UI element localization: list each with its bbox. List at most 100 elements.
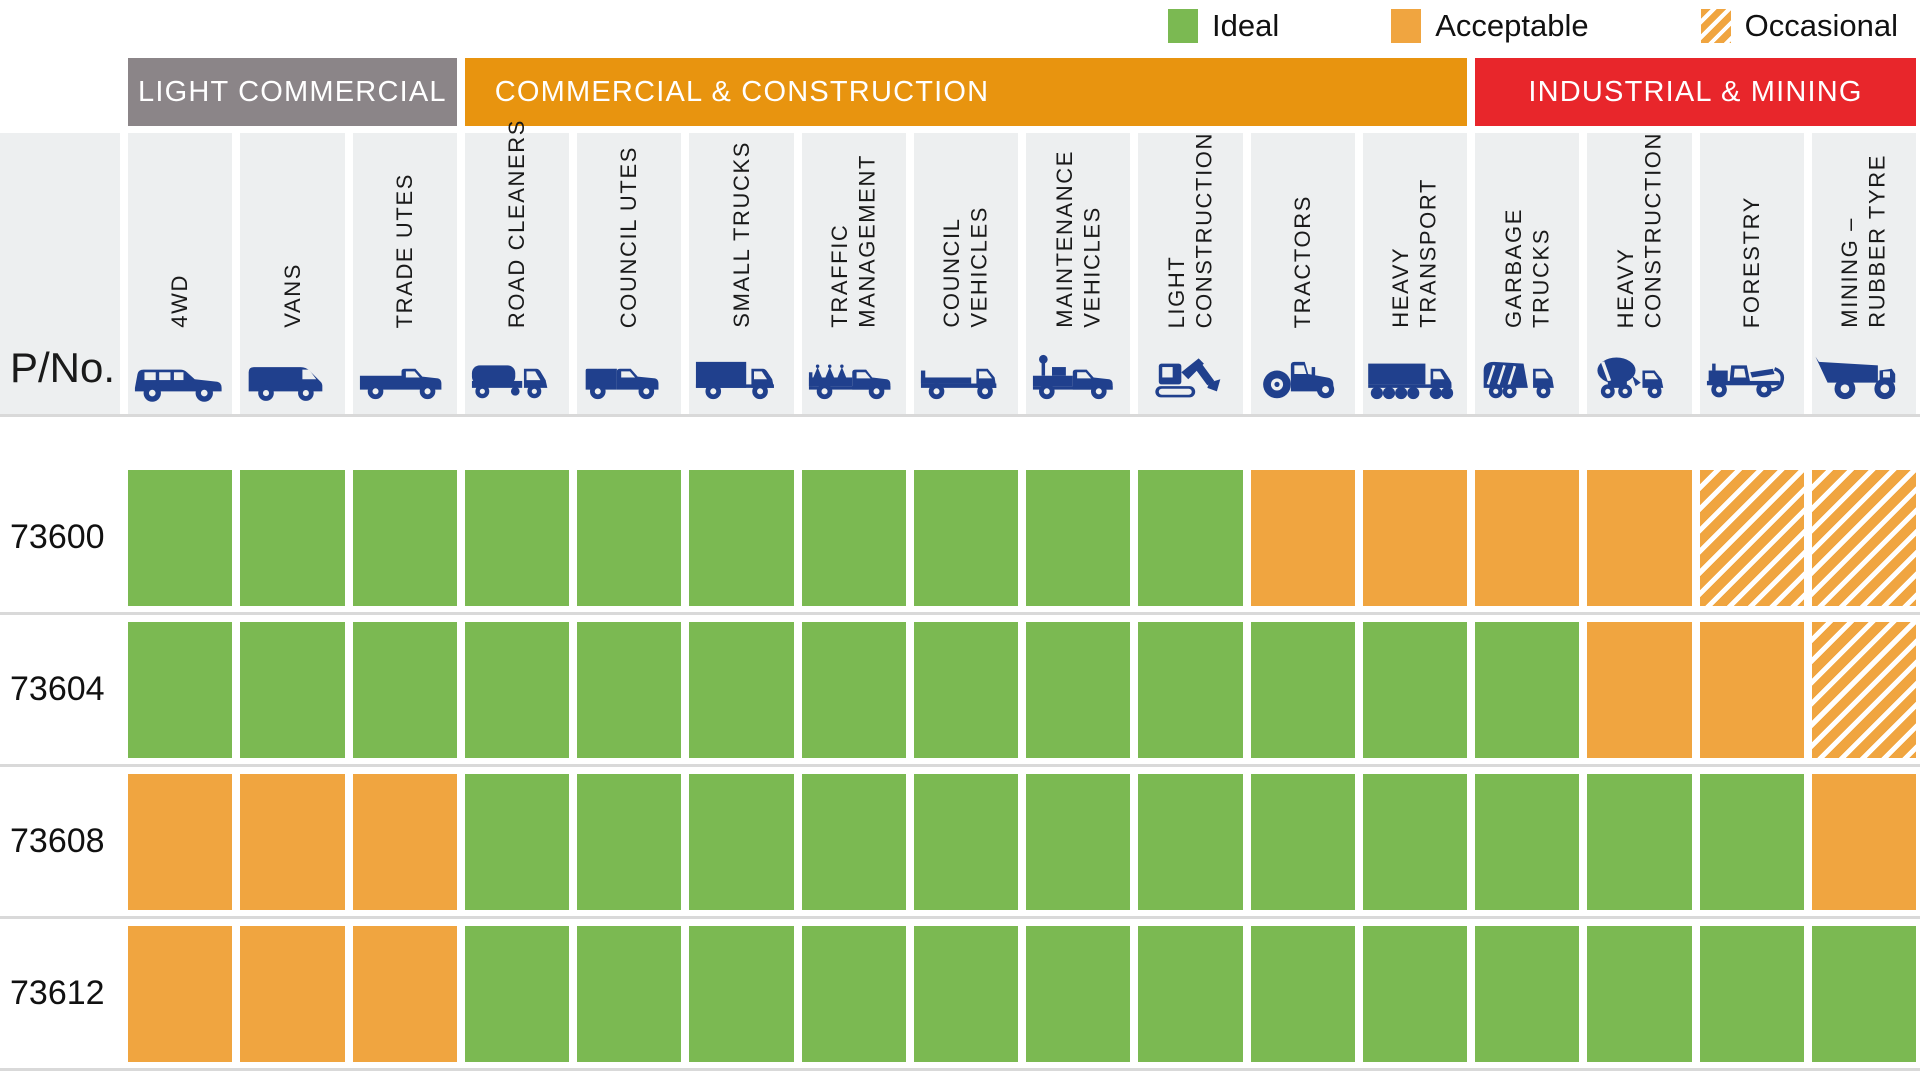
- part-number: 73600: [10, 518, 105, 556]
- column-label: TRADE UTES: [391, 173, 419, 328]
- cell-73608-16: [1811, 773, 1916, 910]
- cell-73612-16: [1811, 925, 1916, 1062]
- legend-label-acceptable: Acceptable: [1435, 8, 1589, 43]
- cell-73604-14: [1587, 621, 1692, 758]
- column-label-line: GARBAGE: [1500, 207, 1526, 328]
- cell-73604-5: [577, 621, 682, 758]
- light-construction-icon: [1138, 338, 1242, 410]
- cell-73600-10: [1138, 469, 1243, 606]
- column-label-line: HEAVY: [1612, 247, 1638, 328]
- cell-73604-2: [240, 621, 345, 758]
- column-label-line: COUNCIL UTES: [616, 145, 642, 328]
- column-label-line: FORESTRY: [1738, 195, 1764, 328]
- part-number: 73604: [10, 670, 105, 708]
- cell-73612-14: [1587, 925, 1692, 1062]
- column-label-line: TRACTORS: [1289, 194, 1315, 328]
- cell-73608-3: [352, 773, 457, 910]
- column-label: LIGHT CONSTRUCTION: [1163, 132, 1218, 328]
- column-label: ROAD CLEANERS: [503, 119, 531, 328]
- forestry-icon: [1700, 338, 1804, 410]
- cell-73612-8: [913, 925, 1018, 1062]
- cell-73600-5: [577, 469, 682, 606]
- cell-73600-3: [352, 469, 457, 606]
- cell-73608-7: [801, 773, 906, 910]
- trade-ute-icon: [353, 338, 457, 410]
- cell-73604-1: [128, 621, 233, 758]
- acceptable-swatch-icon: [1391, 9, 1422, 43]
- cell-73608-11: [1250, 773, 1355, 910]
- column-label-line: VEHICLES: [966, 206, 992, 328]
- cell-73604-8: [913, 621, 1018, 758]
- cell-73612-6: [689, 925, 794, 1062]
- column-header-council-ute: COUNCIL UTES: [577, 133, 682, 414]
- road-cleaner-icon: [465, 338, 569, 410]
- cell-73600-13: [1475, 469, 1580, 606]
- cell-73612-7: [801, 925, 906, 1062]
- column-label-line: CONSTRUCTION: [1191, 131, 1217, 328]
- column-header-traffic-management: TRAFFIC MANAGEMENT: [801, 133, 906, 414]
- column-header-small-truck: SMALL TRUCKS: [689, 133, 794, 414]
- cell-73608-13: [1475, 773, 1580, 910]
- cell-73600-7: [801, 469, 906, 606]
- column-label-line: TRADE UTES: [391, 172, 417, 328]
- column-label-line: HEAVY: [1388, 247, 1414, 328]
- column-label-line: TRUCKS: [1528, 227, 1554, 328]
- cell-73612-2: [240, 925, 345, 1062]
- cell-73612-1: [128, 925, 233, 1062]
- part-number-header: P/No.: [0, 133, 120, 414]
- category-band: LIGHT COMMERCIAL COMMERCIAL & CONSTRUCTI…: [0, 58, 1920, 126]
- cell-73604-4: [464, 621, 569, 758]
- small-truck-icon: [689, 338, 793, 410]
- column-label-line: VANS: [279, 263, 305, 328]
- column-header-maintenance-vehicle: MAINTENANCE VEHICLES: [1026, 133, 1131, 414]
- column-header-heavy-construction: HEAVY CONSTRUCTION: [1587, 131, 1692, 414]
- column-header-van: VANS: [240, 133, 345, 414]
- cell-73600-11: [1250, 469, 1355, 606]
- cell-73612-10: [1138, 925, 1243, 1062]
- column-header-4wd: 4WD: [128, 133, 233, 414]
- column-label: TRAFFIC MANAGEMENT: [826, 154, 881, 328]
- cell-73612-5: [577, 925, 682, 1062]
- cell-73600-1: [128, 469, 233, 606]
- garbage-truck-icon: [1475, 338, 1579, 410]
- cell-73604-10: [1138, 621, 1243, 758]
- table-row: 73604: [0, 615, 1920, 767]
- part-number: 73608: [10, 822, 105, 860]
- cell-73612-15: [1699, 925, 1804, 1062]
- cell-73600-15: [1699, 469, 1804, 606]
- traffic-management-icon: [802, 338, 906, 410]
- column-label-line: LIGHT: [1163, 255, 1189, 328]
- column-label-line: CONSTRUCTION: [1640, 131, 1666, 328]
- cell-73604-9: [1026, 621, 1131, 758]
- column-header-road-cleaner: ROAD CLEANERS: [464, 119, 569, 414]
- cell-73604-7: [801, 621, 906, 758]
- cell-73608-8: [913, 773, 1018, 910]
- cell-73612-11: [1250, 925, 1355, 1062]
- cell-73604-12: [1362, 621, 1467, 758]
- 4wd-icon: [128, 338, 232, 410]
- council-ute-icon: [577, 338, 681, 410]
- legend: Ideal Acceptable Occasional: [0, 0, 1920, 44]
- column-header-trade-ute: TRADE UTES: [352, 133, 457, 414]
- cell-73612-13: [1475, 925, 1580, 1062]
- column-header-tractor: TRACTORS: [1250, 133, 1355, 414]
- column-label-line: MANAGEMENT: [854, 154, 880, 328]
- column-header-council-vehicle: COUNCIL VEHICLES: [913, 133, 1018, 414]
- column-label: COUNCIL VEHICLES: [938, 206, 993, 328]
- column-label: MAINTENANCE VEHICLES: [1051, 150, 1106, 328]
- cell-73612-3: [352, 925, 457, 1062]
- cell-73608-12: [1362, 773, 1467, 910]
- column-label: VANS: [279, 263, 307, 328]
- cell-73600-2: [240, 469, 345, 606]
- column-label-line: TRAFFIC: [827, 223, 853, 328]
- cell-73604-15: [1699, 621, 1804, 758]
- column-label-line: MAINTENANCE: [1051, 150, 1077, 328]
- heavy-transport-icon: [1363, 338, 1467, 410]
- column-label-line: COUNCIL: [939, 217, 965, 328]
- cell-73604-6: [689, 621, 794, 758]
- occasional-swatch-icon: [1700, 9, 1731, 43]
- cell-73600-4: [464, 469, 569, 606]
- legend-item-ideal: Ideal: [1168, 8, 1279, 44]
- van-icon: [240, 338, 344, 410]
